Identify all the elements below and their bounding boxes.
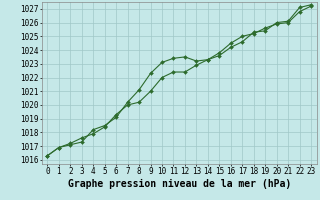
X-axis label: Graphe pression niveau de la mer (hPa): Graphe pression niveau de la mer (hPa) [68, 179, 291, 189]
